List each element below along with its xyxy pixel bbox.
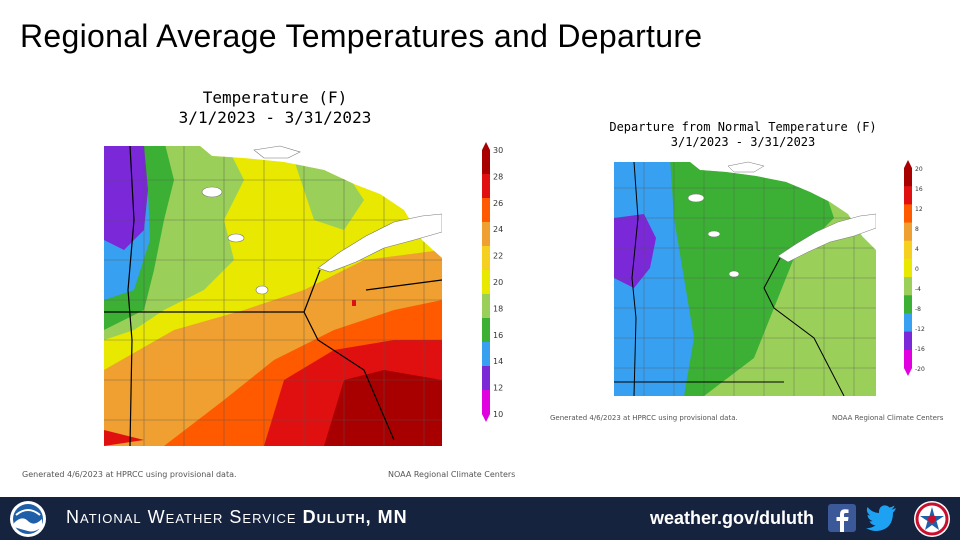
departure-legend-tick-label: -4 bbox=[915, 286, 921, 293]
departure-legend-swatch bbox=[904, 258, 912, 278]
temperature-legend-swatch bbox=[482, 198, 490, 223]
website-link[interactable]: weather.gov/duluth bbox=[650, 508, 815, 528]
departure-legend-tick-label: -8 bbox=[915, 306, 921, 313]
state-borders bbox=[104, 146, 442, 446]
temperature-legend-bottom-arrow bbox=[482, 414, 490, 422]
temperature-map-date-range: 3/1/2023 - 3/31/2023 bbox=[178, 108, 372, 127]
departure-legend-swatch bbox=[904, 204, 912, 224]
temperature-legend-tick-label: 24 bbox=[493, 225, 503, 234]
departure-lake-of-the-woods bbox=[727, 161, 765, 173]
temperature-legend-swatch bbox=[482, 390, 490, 415]
departure-map bbox=[614, 161, 876, 396]
lake-of-the-woods bbox=[253, 145, 301, 159]
temperature-legend-swatch bbox=[482, 174, 490, 199]
nws-logo bbox=[914, 501, 950, 537]
departure-mille-lacs-lake bbox=[728, 270, 740, 278]
temp-band-26-28-sw bbox=[104, 430, 144, 446]
temperature-map-credit: NOAA Regional Climate Centers bbox=[388, 470, 516, 479]
temperature-legend-tick-label: 16 bbox=[493, 331, 503, 340]
twitter-icon[interactable] bbox=[866, 504, 898, 532]
departure-legend-swatch bbox=[904, 186, 912, 205]
departure-legend-tick-label: 20 bbox=[915, 166, 923, 173]
departure-legend-tick-label: 12 bbox=[915, 206, 923, 213]
temp-band-12-14 bbox=[104, 146, 148, 250]
footer-banner: National Weather Service Duluth, MN weat… bbox=[0, 497, 960, 540]
departure-legend: 20 16 12 8 4 0 -4 -8 -12 -16 -20 bbox=[904, 160, 925, 376]
departure-legend-swatch bbox=[904, 168, 912, 187]
facebook-icon[interactable] bbox=[828, 504, 856, 532]
temperature-legend-swatch bbox=[482, 150, 490, 175]
departure-map-date-range: 3/1/2023 - 3/31/2023 bbox=[670, 135, 816, 149]
departure-red-lake bbox=[687, 193, 705, 203]
temp-hotspot bbox=[352, 300, 356, 306]
temperature-legend-swatch bbox=[482, 366, 490, 391]
departure-lake-superior bbox=[777, 213, 876, 263]
departure-map-title-line1: Departure from Normal Temperature (F) bbox=[609, 120, 877, 134]
departure-leech-lake bbox=[707, 230, 721, 238]
departure-legend-bottom-arrow bbox=[904, 368, 912, 376]
departure-legend-swatch bbox=[904, 240, 912, 260]
temperature-legend-tick-label: 26 bbox=[493, 199, 503, 208]
temperature-map-title: Temperature (F) 3/1/2023 - 3/31/2023 bbox=[140, 88, 410, 128]
departure-legend-swatch bbox=[904, 277, 912, 296]
temperature-legend: 30 28 26 24 22 20 18 16 14 12 10 bbox=[482, 142, 503, 422]
departure-legend-tick-label: 0 bbox=[915, 266, 919, 273]
temperature-legend-tick-label: 28 bbox=[493, 172, 503, 181]
agency-prefix: National Weather Service bbox=[66, 507, 297, 527]
temperature-map-title-line1: Temperature (F) bbox=[202, 88, 348, 107]
departure-legend-swatch bbox=[904, 222, 912, 242]
temperature-legend-swatch bbox=[482, 270, 490, 295]
temperature-legend-tick-label: 30 bbox=[493, 146, 503, 155]
slide-title: Regional Average Temperatures and Depart… bbox=[20, 18, 703, 54]
departure-legend-tick-label: 8 bbox=[915, 226, 919, 233]
departure-legend-tick-label: 16 bbox=[915, 186, 923, 193]
departure-map-credit: NOAA Regional Climate Centers bbox=[832, 414, 944, 422]
departure-legend-swatch bbox=[904, 313, 912, 333]
temperature-map bbox=[104, 145, 442, 446]
temperature-map-generated-note: Generated 4/6/2023 at HPRCC using provis… bbox=[22, 470, 237, 479]
departure-map-title: Departure from Normal Temperature (F) 3/… bbox=[598, 120, 888, 150]
leech-lake bbox=[227, 233, 245, 243]
lake-superior bbox=[317, 213, 442, 273]
temperature-legend-tick-label: 12 bbox=[493, 384, 503, 393]
departure-legend-top-arrow bbox=[904, 160, 912, 168]
temperature-legend-swatch bbox=[482, 342, 490, 367]
agency-office: Duluth, MN bbox=[302, 507, 408, 527]
temperature-legend-tick-label: 18 bbox=[493, 304, 503, 313]
red-lake bbox=[201, 186, 223, 198]
departure-legend-swatch bbox=[904, 295, 912, 314]
departure-legend-tick-label: -12 bbox=[915, 326, 925, 333]
temperature-legend-swatch bbox=[482, 246, 490, 271]
agency-name: National Weather Service Duluth, MN bbox=[66, 507, 408, 528]
departure-legend-swatch bbox=[904, 331, 912, 351]
departure-legend-tick-label: -20 bbox=[915, 366, 925, 373]
departure-legend-swatch bbox=[904, 349, 912, 369]
departure-legend-tick-label: 4 bbox=[915, 246, 919, 253]
departure-band-minus4-to-minus8 bbox=[664, 162, 834, 396]
temperature-legend-tick-label: 14 bbox=[493, 357, 503, 366]
temp-band-28-30 bbox=[324, 370, 442, 446]
temperature-legend-swatch bbox=[482, 222, 490, 247]
temperature-legend-tick-label: 20 bbox=[493, 278, 503, 287]
departure-legend-tick-label: -16 bbox=[915, 346, 925, 353]
temperature-legend-top-arrow bbox=[482, 142, 490, 150]
departure-state-borders bbox=[614, 162, 845, 396]
departure-map-generated-note: Generated 4/6/2023 at HPRCC using provis… bbox=[550, 414, 738, 422]
temperature-legend-swatch bbox=[482, 318, 490, 343]
temperature-legend-tick-label: 22 bbox=[493, 252, 503, 261]
mille-lacs-lake bbox=[255, 285, 269, 295]
temperature-legend-swatch bbox=[482, 294, 490, 319]
temperature-legend-tick-label: 10 bbox=[493, 410, 503, 419]
noaa-logo bbox=[10, 501, 46, 537]
